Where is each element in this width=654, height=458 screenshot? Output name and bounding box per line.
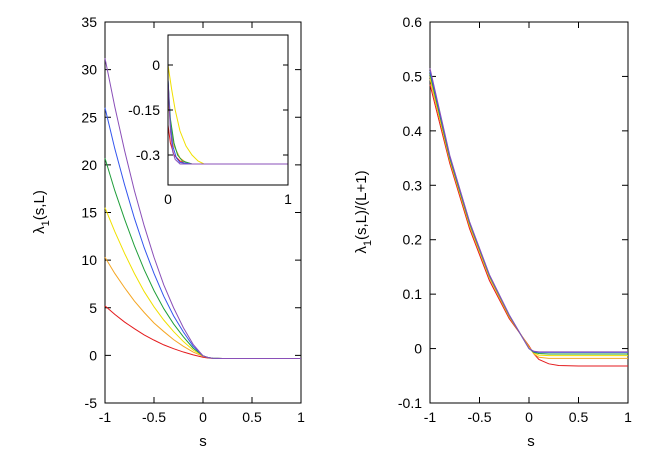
left-x-tick-label: 0	[199, 409, 207, 425]
right-series-line-purple	[429, 68, 628, 353]
inset-series-line-purple	[167, 79, 288, 165]
inset-background	[168, 35, 288, 185]
left-y-tick-label: 15	[81, 205, 97, 221]
inset-panel: 0 1 0 -0.15 -0.3	[128, 34, 292, 207]
right-y-axis-label: λ1(s,L)/(L+1)	[353, 170, 374, 253]
left-x-axis-label: s	[199, 433, 207, 450]
right-y-tick-label: 0	[414, 341, 422, 357]
left-x-tick-label: -1	[99, 409, 112, 425]
right-y-label-args: (s,L)/(L+1)	[353, 170, 370, 240]
left-y-label-args: (s,L)	[31, 190, 48, 220]
left-y-tick-label: 10	[81, 252, 97, 268]
left-y-label-subscript: 1	[40, 220, 52, 226]
inset-y-tick-label: 0	[152, 57, 160, 73]
left-y-tick-label: 5	[89, 300, 97, 316]
left-y-axis-label: λ1(s,L)	[31, 190, 52, 234]
left-series	[104, 58, 301, 360]
right-y-tick-label: 0.2	[403, 232, 423, 248]
right-y-tick-label: 0.1	[403, 286, 423, 302]
right-x-axis-label: s	[527, 433, 535, 450]
right-ticks: -1 -0.5 0 0.5 1 -0.1 0 0.1 0.2 0.3 0.4 0.5 0.6	[398, 14, 632, 425]
left-x-tick-label: 0.5	[242, 409, 262, 425]
right-y-tick-label: 0.6	[403, 14, 423, 30]
left-y-tick-label: -5	[85, 395, 98, 411]
right-x-tick-label: -0.5	[467, 409, 491, 425]
left-y-tick-label: 0	[89, 347, 97, 363]
right-x-tick-label: 0.5	[569, 409, 589, 425]
right-y-label-subscript: 1	[362, 240, 374, 246]
right-x-tick-label: 0	[525, 409, 533, 425]
inset-ticks: 0 1 0 -0.15 -0.3	[128, 35, 292, 207]
inset-y-tick-label: -0.15	[128, 102, 160, 118]
left-y-tick-label: 30	[81, 62, 97, 78]
right-series	[429, 68, 628, 367]
left-y-tick-label: 25	[81, 109, 97, 125]
left-x-tick-label: 1	[297, 409, 305, 425]
left-y-label-lambda: λ	[31, 226, 48, 234]
right-y-tick-label: 0.4	[403, 123, 423, 139]
right-y-tick-label: 0.3	[403, 177, 423, 193]
left-y-tick-label: 20	[81, 157, 97, 173]
right-panel: -1 -0.5 0 0.5 1-0.100.10.20.30.40.50.6 s λ1(…	[353, 14, 632, 450]
left-x-tick-label: -0.5	[142, 409, 166, 425]
left-y-tick-label: 35	[81, 14, 97, 30]
right-y-label-lambda: λ	[353, 246, 370, 254]
right-x-tick-label: -1	[424, 409, 437, 425]
right-y-tick-label: 0.5	[403, 68, 423, 84]
left-series-line-purple	[104, 58, 301, 360]
inset-y-tick-label: -0.3	[136, 147, 160, 163]
inset-x-tick-label: 0	[164, 191, 172, 207]
inset-series	[167, 64, 288, 165]
right-y-tick-label: -0.1	[398, 395, 422, 411]
right-x-tick-label: 1	[624, 409, 632, 425]
inset-x-tick-label: 1	[284, 191, 292, 207]
